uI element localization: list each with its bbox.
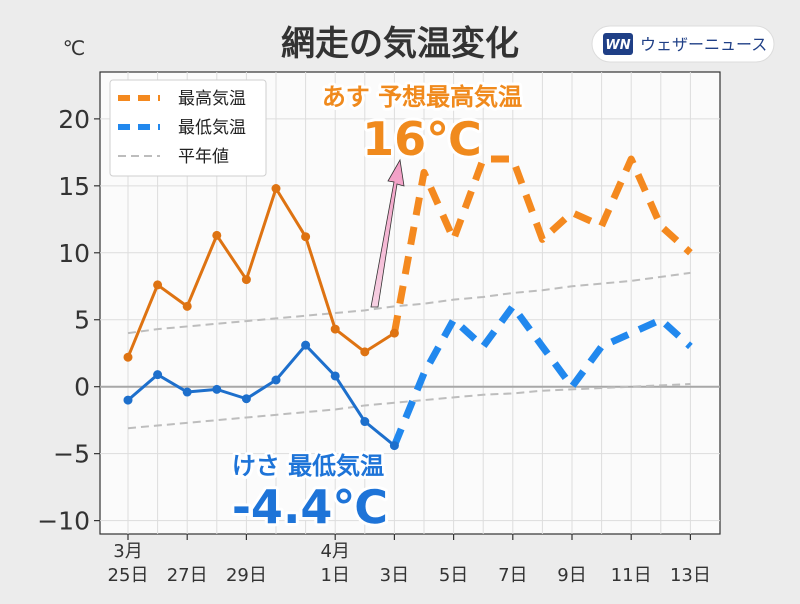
y-axis-ticks: 20 15 10 5 0 −5 −10 bbox=[37, 105, 100, 536]
min-temp-point bbox=[330, 371, 340, 381]
low-callout-label: けさ 最低気温 bbox=[232, 452, 384, 480]
max-temp-point bbox=[123, 352, 133, 362]
x-tick-label: 27日 bbox=[167, 565, 208, 586]
forecast-arrow-shape bbox=[370, 158, 405, 308]
brand-logo-mark bbox=[603, 33, 633, 55]
min-temp-point bbox=[360, 417, 370, 427]
x-tick-label: 29日 bbox=[226, 565, 267, 586]
min-temp-point bbox=[241, 394, 251, 404]
y-tick-label: −5 bbox=[53, 440, 90, 469]
x-axis-ticks: 3月 25日 27日 29日 4月 1日 3日 5日 7日 9日 11日 13日 bbox=[108, 534, 711, 586]
max-temp-point bbox=[212, 230, 222, 240]
high-callout-label: あす 予想最高気温 bbox=[322, 83, 522, 111]
legend-label-normal: 平年値 bbox=[178, 147, 229, 167]
legend-label-min: 最低気温 bbox=[178, 118, 246, 138]
x-tick-label: 9日 bbox=[557, 565, 586, 586]
y-axis-unit: ℃ bbox=[63, 36, 85, 60]
x-tick-label: 1日 bbox=[320, 565, 349, 586]
min-temp-point bbox=[182, 387, 192, 397]
max-temp-forecast-line bbox=[390, 155, 693, 334]
chart-title: 網走の気温変化 bbox=[281, 24, 519, 64]
y-tick-label: 15 bbox=[58, 172, 90, 201]
max-temp-point bbox=[271, 184, 281, 194]
max-temp-point bbox=[301, 232, 311, 242]
max-temp-point bbox=[389, 328, 399, 338]
min-temp-series bbox=[123, 302, 693, 451]
max-temp-point bbox=[153, 280, 163, 290]
brand-logo: WN ウェザーニュース bbox=[591, 25, 775, 63]
max-temp-series bbox=[123, 155, 693, 362]
max-temp-point bbox=[360, 347, 370, 357]
min-temp-point bbox=[271, 375, 281, 385]
x-tick-label: 7日 bbox=[498, 565, 527, 586]
x-tick-label: 25日 bbox=[108, 565, 149, 586]
max-temp-point bbox=[182, 301, 192, 311]
x-tick-label: 11日 bbox=[611, 565, 652, 586]
x-tick-label: 5日 bbox=[439, 565, 468, 586]
min-temp-point bbox=[123, 395, 133, 405]
y-tick-label: 0 bbox=[74, 373, 90, 402]
y-tick-label: −10 bbox=[37, 507, 90, 536]
x-tick-month: 3月 bbox=[113, 541, 142, 562]
min-temp-point bbox=[153, 370, 163, 380]
max-temp-point bbox=[330, 324, 340, 334]
max-temp-observed-line bbox=[126, 187, 396, 358]
brand-logo-letters: WN bbox=[605, 38, 630, 53]
brand-badge bbox=[591, 25, 775, 63]
forecast-arrow bbox=[370, 158, 405, 308]
min-temp-point bbox=[301, 340, 311, 350]
min-temp-forecast-line bbox=[391, 302, 693, 447]
legend: 最高気温 最低気温 平年値 bbox=[109, 79, 267, 177]
y-tick-label: 10 bbox=[58, 239, 90, 268]
legend-box bbox=[109, 79, 267, 177]
normal-line bbox=[127, 383, 691, 430]
y-tick-label: 5 bbox=[74, 306, 90, 335]
x-tick-label: 13日 bbox=[670, 565, 711, 586]
normal-series bbox=[127, 271, 691, 430]
brand-name: ウェザーニュース bbox=[640, 35, 767, 54]
min-temp-point bbox=[389, 441, 399, 451]
max-temp-point bbox=[241, 275, 251, 285]
low-callout-value: -4.4℃ bbox=[232, 480, 388, 534]
min-temp-point bbox=[212, 384, 222, 394]
normal-line bbox=[127, 271, 691, 335]
high-callout-value: 16℃ bbox=[362, 112, 482, 166]
x-tick-month: 4月 bbox=[320, 541, 349, 562]
x-tick-label: 3日 bbox=[380, 565, 409, 586]
y-tick-label: 20 bbox=[58, 105, 90, 134]
min-temp-observed-line bbox=[127, 343, 396, 447]
legend-label-max: 最高気温 bbox=[178, 89, 246, 109]
